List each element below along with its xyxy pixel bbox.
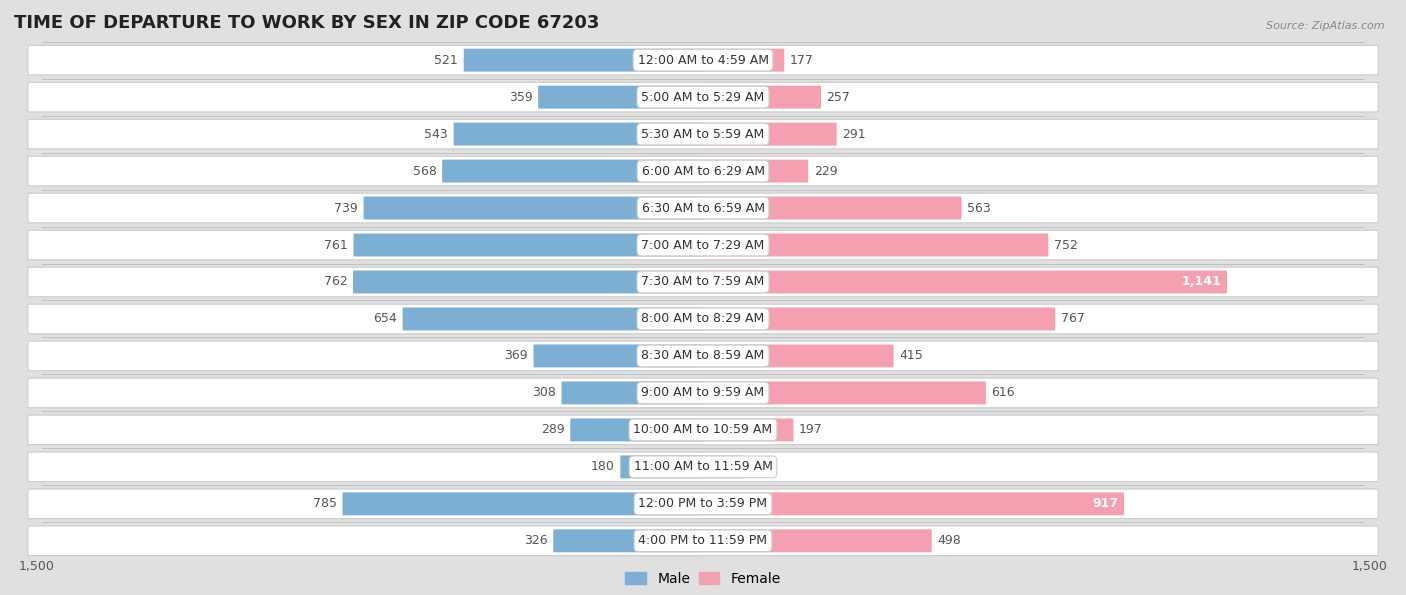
Text: 291: 291 bbox=[842, 127, 866, 140]
Text: 498: 498 bbox=[938, 534, 960, 547]
Text: 180: 180 bbox=[591, 461, 614, 474]
FancyBboxPatch shape bbox=[353, 271, 703, 293]
Text: 359: 359 bbox=[509, 90, 533, 104]
Text: 6:00 AM to 6:29 AM: 6:00 AM to 6:29 AM bbox=[641, 165, 765, 177]
Text: 761: 761 bbox=[325, 239, 347, 252]
FancyBboxPatch shape bbox=[620, 455, 703, 478]
Text: 11:00 AM to 11:59 AM: 11:00 AM to 11:59 AM bbox=[634, 461, 772, 474]
FancyBboxPatch shape bbox=[28, 230, 1378, 260]
Text: 308: 308 bbox=[531, 386, 555, 399]
FancyBboxPatch shape bbox=[703, 418, 793, 441]
Text: Source: ZipAtlas.com: Source: ZipAtlas.com bbox=[1267, 21, 1385, 31]
FancyBboxPatch shape bbox=[703, 234, 1049, 256]
Text: 762: 762 bbox=[323, 275, 347, 289]
FancyBboxPatch shape bbox=[703, 381, 986, 405]
Text: 415: 415 bbox=[898, 349, 922, 362]
Text: 4:00 PM to 11:59 PM: 4:00 PM to 11:59 PM bbox=[638, 534, 768, 547]
FancyBboxPatch shape bbox=[703, 49, 785, 71]
FancyBboxPatch shape bbox=[353, 234, 703, 256]
Text: 616: 616 bbox=[991, 386, 1015, 399]
Text: 177: 177 bbox=[790, 54, 814, 67]
Text: 568: 568 bbox=[413, 165, 437, 177]
FancyBboxPatch shape bbox=[703, 123, 837, 146]
FancyBboxPatch shape bbox=[28, 526, 1378, 556]
FancyBboxPatch shape bbox=[28, 415, 1378, 444]
FancyBboxPatch shape bbox=[703, 159, 808, 183]
Text: 654: 654 bbox=[374, 312, 396, 325]
FancyBboxPatch shape bbox=[703, 530, 932, 552]
FancyBboxPatch shape bbox=[28, 193, 1378, 223]
Text: 289: 289 bbox=[541, 424, 565, 436]
Text: 86: 86 bbox=[748, 461, 763, 474]
Text: 785: 785 bbox=[314, 497, 337, 511]
FancyBboxPatch shape bbox=[703, 196, 962, 220]
FancyBboxPatch shape bbox=[28, 45, 1378, 75]
FancyBboxPatch shape bbox=[28, 489, 1378, 519]
Text: 1,500: 1,500 bbox=[18, 560, 55, 573]
Text: TIME OF DEPARTURE TO WORK BY SEX IN ZIP CODE 67203: TIME OF DEPARTURE TO WORK BY SEX IN ZIP … bbox=[14, 14, 599, 32]
Text: 563: 563 bbox=[967, 202, 991, 215]
Text: 521: 521 bbox=[434, 54, 458, 67]
Legend: Male, Female: Male, Female bbox=[620, 566, 786, 591]
Text: 1,141: 1,141 bbox=[1182, 275, 1222, 289]
FancyBboxPatch shape bbox=[28, 378, 1378, 408]
Text: 10:00 AM to 10:59 AM: 10:00 AM to 10:59 AM bbox=[634, 424, 772, 436]
FancyBboxPatch shape bbox=[703, 86, 821, 108]
Text: 197: 197 bbox=[799, 424, 823, 436]
FancyBboxPatch shape bbox=[703, 271, 1227, 293]
FancyBboxPatch shape bbox=[464, 49, 703, 71]
Text: 12:00 AM to 4:59 AM: 12:00 AM to 4:59 AM bbox=[637, 54, 769, 67]
FancyBboxPatch shape bbox=[28, 119, 1378, 149]
FancyBboxPatch shape bbox=[571, 418, 703, 441]
FancyBboxPatch shape bbox=[28, 452, 1378, 482]
FancyBboxPatch shape bbox=[561, 381, 703, 405]
Text: 8:00 AM to 8:29 AM: 8:00 AM to 8:29 AM bbox=[641, 312, 765, 325]
Text: 369: 369 bbox=[505, 349, 529, 362]
Text: 543: 543 bbox=[425, 127, 449, 140]
Text: 12:00 PM to 3:59 PM: 12:00 PM to 3:59 PM bbox=[638, 497, 768, 511]
Text: 917: 917 bbox=[1092, 497, 1119, 511]
FancyBboxPatch shape bbox=[441, 159, 703, 183]
Text: 1,500: 1,500 bbox=[1351, 560, 1388, 573]
FancyBboxPatch shape bbox=[703, 493, 1125, 515]
Text: 752: 752 bbox=[1054, 239, 1078, 252]
FancyBboxPatch shape bbox=[554, 530, 703, 552]
Text: 767: 767 bbox=[1060, 312, 1084, 325]
Text: 257: 257 bbox=[827, 90, 851, 104]
FancyBboxPatch shape bbox=[402, 308, 703, 330]
FancyBboxPatch shape bbox=[364, 196, 703, 220]
FancyBboxPatch shape bbox=[703, 455, 742, 478]
FancyBboxPatch shape bbox=[28, 341, 1378, 371]
FancyBboxPatch shape bbox=[538, 86, 703, 108]
Text: 8:30 AM to 8:59 AM: 8:30 AM to 8:59 AM bbox=[641, 349, 765, 362]
FancyBboxPatch shape bbox=[343, 493, 703, 515]
FancyBboxPatch shape bbox=[28, 267, 1378, 297]
Text: 5:00 AM to 5:29 AM: 5:00 AM to 5:29 AM bbox=[641, 90, 765, 104]
Text: 739: 739 bbox=[335, 202, 359, 215]
Text: 6:30 AM to 6:59 AM: 6:30 AM to 6:59 AM bbox=[641, 202, 765, 215]
FancyBboxPatch shape bbox=[703, 308, 1056, 330]
FancyBboxPatch shape bbox=[28, 304, 1378, 334]
Text: 7:30 AM to 7:59 AM: 7:30 AM to 7:59 AM bbox=[641, 275, 765, 289]
Text: 5:30 AM to 5:59 AM: 5:30 AM to 5:59 AM bbox=[641, 127, 765, 140]
FancyBboxPatch shape bbox=[703, 345, 894, 367]
Text: 9:00 AM to 9:59 AM: 9:00 AM to 9:59 AM bbox=[641, 386, 765, 399]
Text: 7:00 AM to 7:29 AM: 7:00 AM to 7:29 AM bbox=[641, 239, 765, 252]
Text: 229: 229 bbox=[814, 165, 838, 177]
FancyBboxPatch shape bbox=[28, 82, 1378, 112]
FancyBboxPatch shape bbox=[28, 156, 1378, 186]
Text: 326: 326 bbox=[524, 534, 548, 547]
FancyBboxPatch shape bbox=[454, 123, 703, 146]
FancyBboxPatch shape bbox=[533, 345, 703, 367]
